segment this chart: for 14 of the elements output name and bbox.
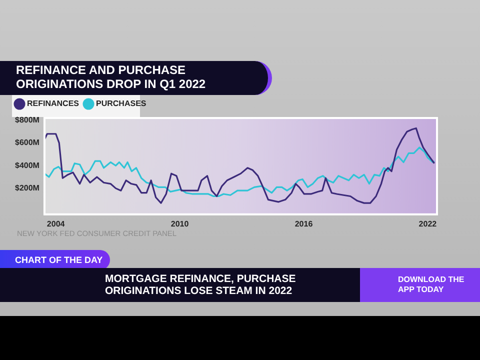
legend-label: REFINANCES xyxy=(27,99,80,108)
text: CHART OF THE DAY xyxy=(0,250,110,270)
y-tick-label: $200M xyxy=(14,184,40,193)
x-tick-label: 2004 xyxy=(46,219,66,228)
y-tick-label: $400M xyxy=(14,160,40,170)
y-tick-label: $600M xyxy=(14,138,40,148)
x-tick-label: 2010 xyxy=(170,219,190,228)
text: MORTGAGE REFINANCE, PURCHASE ORIGINATIONS LOSE STEAM IN 2022 xyxy=(0,268,360,302)
y-tick-label: $800M xyxy=(14,115,40,124)
x-tick-label: 2022 xyxy=(418,219,438,228)
legend-label: PURCHASES xyxy=(96,99,147,108)
x-tick-label: 2016 xyxy=(294,219,314,228)
chart-title: REFINANCE AND PURCHASE ORIGINATIONS DROP IN Q1 2022 xyxy=(0,61,272,95)
text: DOWNLOAD THE APP TODAY xyxy=(360,268,480,302)
